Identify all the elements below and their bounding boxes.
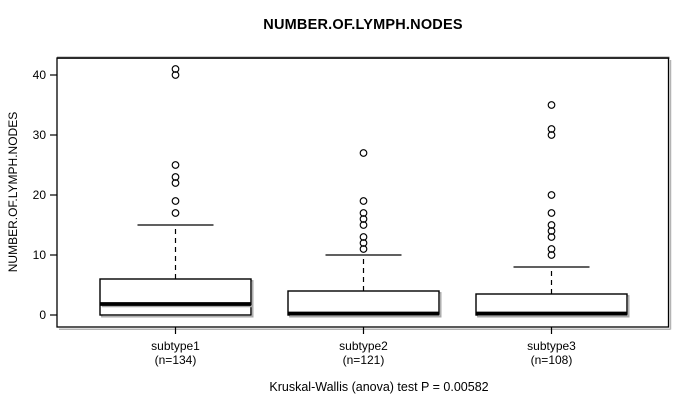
y-tick-label: 30 [32, 128, 46, 142]
box-rect [99, 278, 252, 316]
outlier-point [547, 227, 556, 235]
chart-title: NUMBER.OF.LYMPH.NODES [263, 17, 463, 33]
group-count: (n=108) [530, 352, 573, 367]
stat-test-annotation: Kruskal-Wallis (anova) test P = 0.00582 [269, 380, 489, 394]
y-tick-label: 10 [32, 248, 46, 262]
y-tick-label: 0 [39, 308, 46, 322]
boxplot-subtype3 [475, 101, 630, 318]
outlier-point [171, 65, 180, 73]
outlier-point [547, 209, 556, 217]
outlier-point [547, 191, 556, 199]
x-group-label-subtype1: subtype1 (n=134) [101, 339, 251, 367]
outlier-point [359, 221, 368, 229]
outlier-point [547, 251, 556, 259]
outlier-point [359, 233, 368, 241]
outlier-point [547, 131, 556, 139]
boxplot-subtype2 [287, 149, 442, 318]
outlier-point [547, 221, 556, 229]
outlier-point [171, 209, 180, 217]
outlier-point [359, 149, 368, 157]
outlier-point [359, 245, 368, 253]
outlier-point [171, 71, 180, 79]
outlier-point [547, 101, 556, 109]
y-tick-label: 20 [32, 188, 46, 202]
box-rect [287, 290, 440, 316]
outlier-point [547, 233, 556, 241]
group-name: subtype1 [151, 339, 200, 353]
outlier-point [359, 215, 368, 223]
boxplot-subtype1 [99, 65, 254, 318]
x-group-label-subtype3: subtype3 (n=108) [477, 339, 627, 367]
outlier-point [547, 125, 556, 133]
outlier-point [171, 161, 180, 169]
x-group-label-subtype2: subtype2 (n=121) [289, 339, 439, 367]
outlier-point [359, 209, 368, 217]
outlier-point [359, 239, 368, 247]
plot-border [56, 57, 670, 328]
group-count: (n=121) [342, 352, 385, 367]
y-tick-label: 40 [32, 68, 46, 82]
outlier-point [547, 245, 556, 253]
group-name: subtype2 [339, 339, 388, 353]
outlier-point [171, 197, 180, 205]
group-name: subtype3 [527, 339, 576, 353]
outlier-point [359, 197, 368, 205]
group-count: (n=134) [154, 352, 197, 367]
outlier-point [171, 179, 180, 187]
outlier-point [171, 173, 180, 181]
